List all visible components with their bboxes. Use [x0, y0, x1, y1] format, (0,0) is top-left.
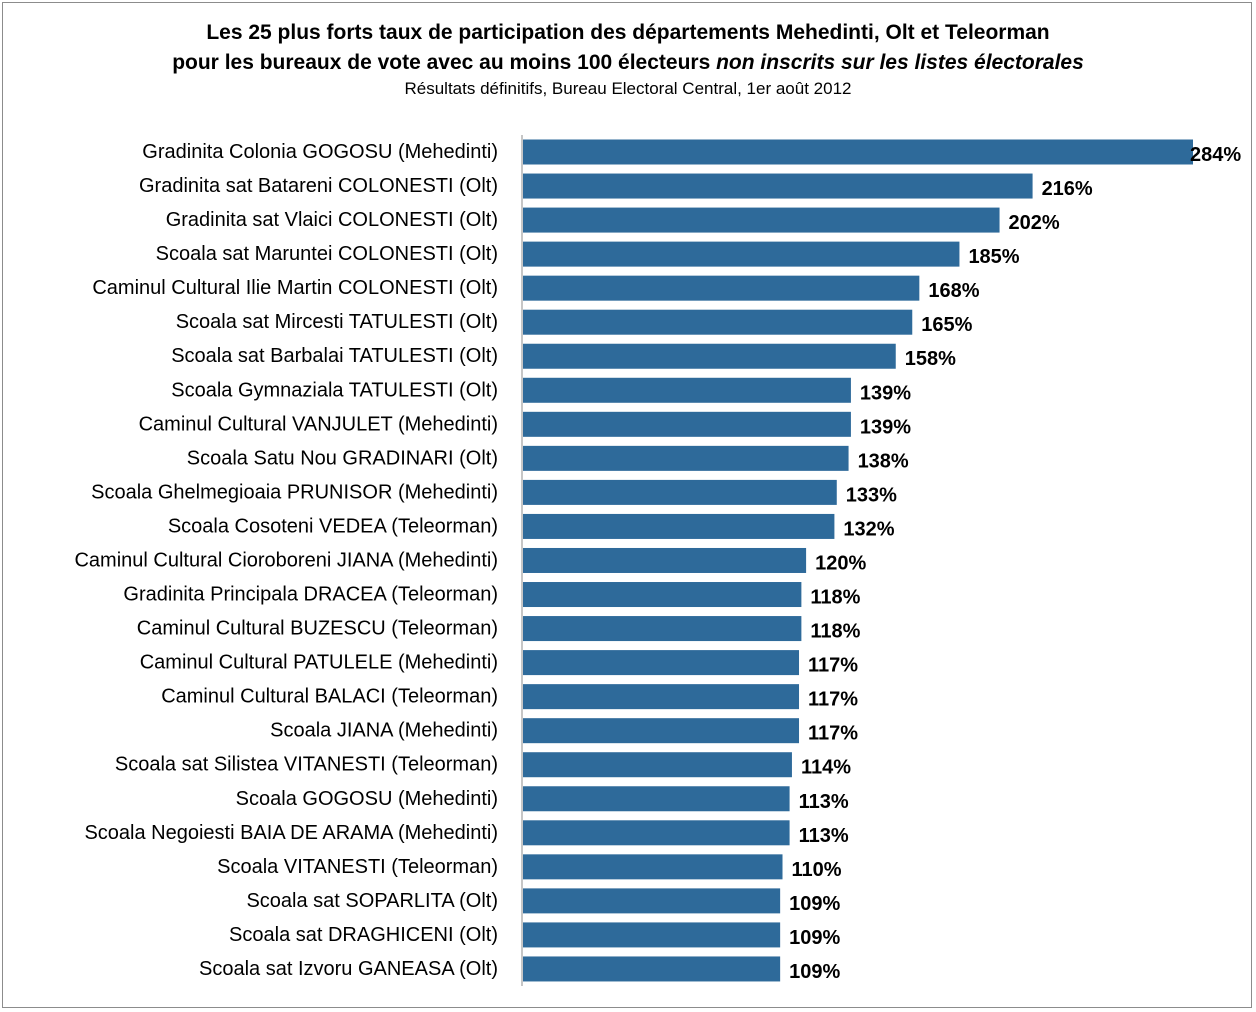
value-label: 110%: [792, 859, 842, 881]
category-label: Scoala sat Silistea VITANESTI (Teleorman…: [115, 754, 498, 776]
bar: [523, 445, 849, 471]
category-label: Scoala Cosoteni VEDEA (Teleorman): [168, 515, 498, 537]
category-label: Caminul Cultural BALACI (Teleorman): [161, 686, 498, 708]
value-label: 133%: [846, 484, 897, 506]
bar: [523, 309, 913, 335]
category-label: Scoala JIANA (Mehedinti): [270, 720, 498, 742]
category-label: Scoala GOGOSU (Mehedinti): [236, 788, 498, 810]
bar: [523, 616, 802, 642]
category-label: Scoala Negoiesti BAIA DE ARAMA (Mehedint…: [84, 822, 498, 844]
value-label: 202%: [1009, 212, 1060, 234]
bar: [523, 888, 781, 914]
value-label: 109%: [789, 893, 840, 915]
value-label: 165%: [921, 314, 972, 336]
bar: [523, 956, 781, 982]
bar: [523, 377, 851, 403]
value-label: 117%: [808, 689, 858, 711]
bar: [523, 207, 1000, 233]
bar: [523, 343, 896, 369]
bar: [523, 173, 1033, 199]
bar: [523, 411, 851, 437]
value-label: 139%: [860, 416, 911, 438]
value-label: 118%: [810, 587, 860, 609]
chart-subtitle: Résultats définitifs, Bureau Electoral C…: [404, 79, 852, 98]
category-label: Scoala VITANESTI (Teleorman): [217, 856, 498, 878]
chart-title-line2-italic: non inscrits sur les listes électorales: [716, 51, 1084, 74]
value-label: 216%: [1042, 178, 1093, 200]
value-label: 158%: [905, 348, 956, 370]
bar: [523, 582, 802, 608]
value-label: 113%: [799, 791, 849, 813]
bar: [523, 854, 783, 880]
category-label: Scoala Satu Nou GRADINARI (Olt): [187, 447, 498, 469]
bar: [523, 718, 800, 744]
category-label: Scoala sat Izvoru GANEASA (Olt): [199, 958, 498, 980]
value-label: 284%: [1190, 144, 1241, 166]
bar: [523, 241, 960, 267]
bar: [523, 275, 920, 301]
bar: [523, 479, 837, 505]
chart-title-line1: Les 25 plus forts taux de participation …: [206, 21, 1050, 44]
value-label: 139%: [860, 382, 911, 404]
bar: [523, 513, 835, 539]
category-label: Scoala sat DRAGHICENI (Olt): [229, 924, 498, 946]
category-label: Scoala sat Maruntei COLONESTI (Olt): [156, 243, 498, 265]
category-label: Caminul Cultural VANJULET (Mehedinti): [139, 413, 498, 435]
chart-title-line2-regular: pour les bureaux de vote avec au moins 1…: [172, 51, 717, 74]
bar: [523, 139, 1193, 165]
bar: [523, 684, 800, 710]
value-label: 114%: [801, 757, 851, 779]
category-label: Scoala sat SOPARLITA (Olt): [246, 890, 498, 912]
category-label: Caminul Cultural Cioroboreni JIANA (Mehe…: [74, 549, 498, 571]
bar: [523, 752, 792, 778]
bar: [523, 786, 790, 812]
category-label: Gradinita Colonia GOGOSU (Mehedinti): [142, 141, 498, 163]
category-label: Scoala sat Mircesti TATULESTI (Olt): [176, 311, 498, 333]
category-label: Gradinita Principala DRACEA (Teleorman): [123, 584, 498, 606]
category-label: Caminul Cultural Ilie Martin COLONESTI (…: [92, 277, 498, 299]
category-label: Scoala Gymnaziala TATULESTI (Olt): [171, 379, 498, 401]
value-label: 185%: [968, 246, 1019, 268]
category-label: Caminul Cultural PATULELE (Mehedinti): [140, 652, 498, 674]
category-label: Scoala sat Barbalai TATULESTI (Olt): [171, 345, 498, 367]
value-label: 120%: [815, 552, 866, 574]
value-label: 113%: [799, 825, 849, 847]
value-label: 138%: [858, 450, 909, 472]
value-label: 109%: [789, 961, 840, 983]
chart-title-line2: pour les bureaux de vote avec au moins 1…: [0, 48, 1256, 78]
value-label: 109%: [789, 927, 840, 949]
value-label: 132%: [843, 518, 894, 540]
category-label: Gradinita sat Vlaici COLONESTI (Olt): [166, 209, 498, 231]
value-label: 118%: [810, 621, 860, 643]
category-label: Caminul Cultural BUZESCU (Teleorman): [137, 618, 498, 640]
value-label: 117%: [808, 723, 858, 745]
value-label: 117%: [808, 655, 858, 677]
value-label: 168%: [928, 280, 979, 302]
category-label: Gradinita sat Batareni COLONESTI (Olt): [139, 175, 498, 197]
chart-title-block: Les 25 plus forts taux de participation …: [0, 18, 1256, 100]
bar: [523, 650, 800, 676]
bar: [523, 547, 807, 573]
bar: [523, 922, 781, 948]
bar: [523, 820, 790, 846]
category-label: Scoala Ghelmegioaia PRUNISOR (Mehedinti): [91, 481, 498, 503]
